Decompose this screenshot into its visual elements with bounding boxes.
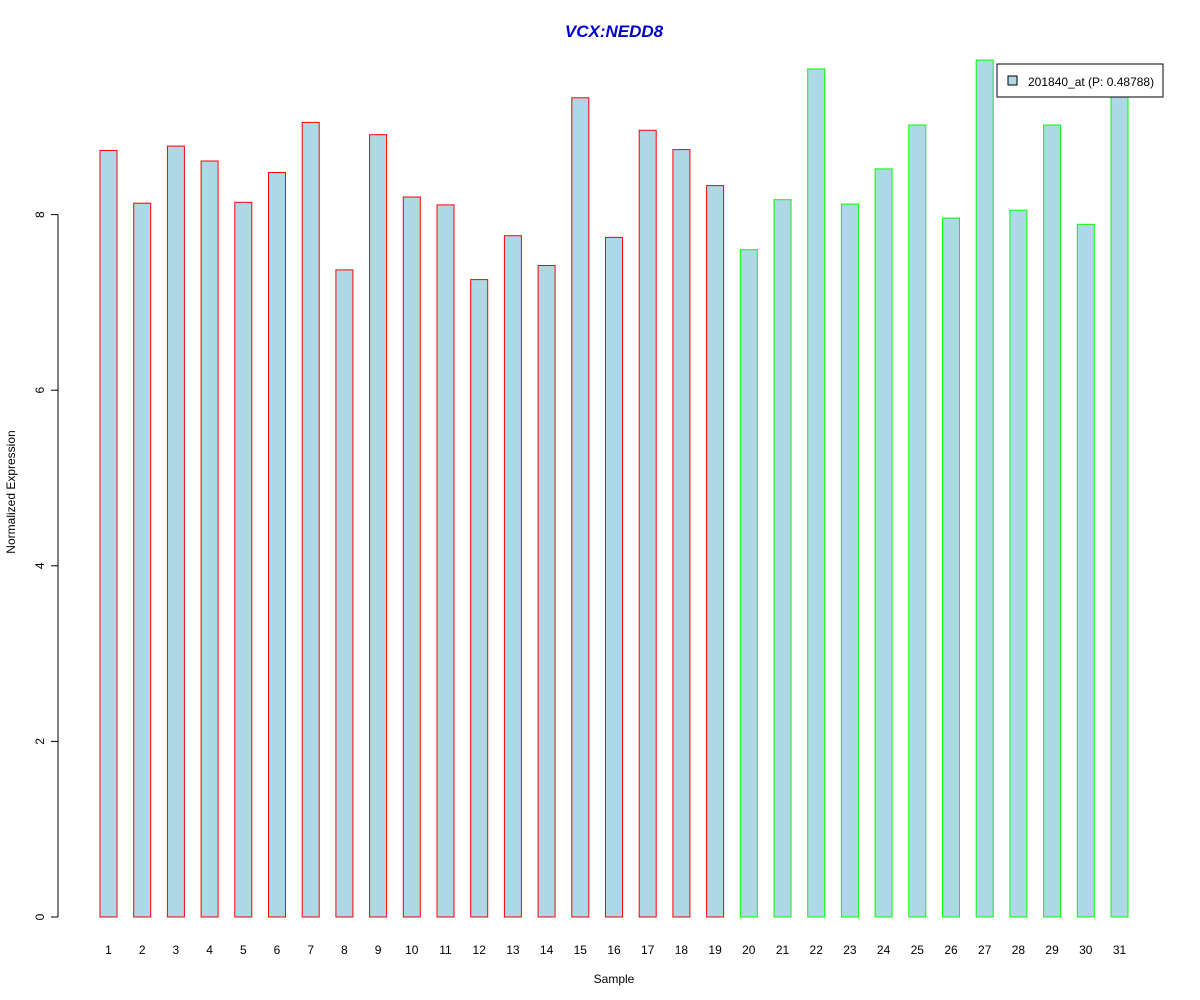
bar-sample-7	[301, 121, 320, 918]
bar-sample-24	[874, 168, 893, 918]
y-axis-label: Normalized Expression	[4, 430, 18, 553]
bar-sample-11	[436, 204, 455, 918]
bar-sample-28	[1009, 209, 1028, 918]
bar-sample-13	[503, 235, 522, 918]
legend-label: 201840_at (P: 0.48788)	[1028, 75, 1154, 89]
x-tick-label: 5	[240, 943, 247, 957]
x-tick-label: 23	[843, 943, 857, 957]
legend: 201840_at (P: 0.48788)	[996, 63, 1164, 98]
x-tick-label: 4	[206, 943, 213, 957]
bar-sample-25	[908, 124, 927, 918]
bar-sample-29	[1043, 124, 1062, 918]
bar-sample-5	[234, 201, 253, 918]
bar-sample-18	[672, 149, 691, 918]
bar-sample-8	[335, 269, 354, 918]
x-tick-label: 13	[506, 943, 520, 957]
x-tick-label: 24	[877, 943, 891, 957]
bar-sample-2	[133, 202, 152, 918]
bar-sample-15	[571, 97, 590, 918]
y-axis: 0 2 4 6 8	[33, 211, 59, 920]
bar-sample-12	[470, 279, 489, 918]
y-tick-label: 6	[33, 387, 47, 394]
x-axis-label: Sample	[594, 972, 635, 986]
x-tick-label: 7	[307, 943, 314, 957]
x-tick-label: 14	[540, 943, 554, 957]
y-tick-label: 0	[33, 913, 47, 920]
x-tick-label: 9	[375, 943, 382, 957]
legend-swatch	[1007, 75, 1018, 86]
bar-sample-27	[975, 59, 994, 918]
y-tick-label: 2	[33, 738, 47, 745]
bars	[99, 59, 1129, 918]
x-tick-label: 3	[173, 943, 180, 957]
bar-sample-23	[840, 203, 859, 918]
bar-sample-10	[402, 196, 421, 918]
bar-sample-14	[537, 265, 556, 918]
x-tick-label: 30	[1079, 943, 1093, 957]
x-tick-label: 25	[911, 943, 925, 957]
bar-sample-20	[739, 249, 758, 918]
bar-sample-31	[1110, 92, 1129, 918]
x-tick-label: 20	[742, 943, 756, 957]
x-tick-labels: 1 2 3 4 5 6 7 8 9 10 11 12 13 14 15 16 17 18 19 20 21 22 23 24 2…	[105, 943, 1126, 957]
x-tick-label: 28	[1012, 943, 1026, 957]
y-tick-label: 8	[33, 211, 47, 218]
x-tick-label: 21	[776, 943, 790, 957]
bar-sample-4	[200, 160, 219, 918]
x-tick-label: 6	[274, 943, 281, 957]
bar-sample-1	[99, 150, 118, 918]
x-tick-label: 12	[473, 943, 487, 957]
bar-sample-30	[1076, 223, 1095, 918]
x-tick-label: 27	[978, 943, 992, 957]
x-tick-label: 26	[944, 943, 958, 957]
x-tick-label: 19	[708, 943, 722, 957]
x-tick-label: 2	[139, 943, 146, 957]
bar-sample-21	[773, 199, 792, 918]
x-tick-label: 1	[105, 943, 112, 957]
x-tick-label: 31	[1113, 943, 1127, 957]
y-tick-label: 4	[33, 562, 47, 569]
bar-sample-9	[369, 134, 388, 918]
x-tick-label: 8	[341, 943, 348, 957]
legend-box	[996, 63, 1164, 98]
bar-sample-6	[268, 172, 286, 918]
chart-title: VCX:NEDD8	[565, 22, 664, 41]
x-tick-label: 22	[810, 943, 824, 957]
x-tick-label: 18	[675, 943, 689, 957]
x-tick-label: 29	[1045, 943, 1059, 957]
bar-sample-17	[638, 129, 657, 918]
x-tick-label: 15	[574, 943, 588, 957]
bar-sample-26	[942, 217, 960, 918]
bar-sample-19	[706, 185, 725, 918]
x-tick-label: 16	[607, 943, 621, 957]
x-tick-label: 10	[405, 943, 419, 957]
x-tick-label: 11	[439, 943, 452, 957]
bar-sample-3	[166, 145, 185, 918]
bar-sample-16	[605, 236, 623, 918]
x-tick-label: 17	[641, 943, 655, 957]
bar-sample-22	[807, 68, 826, 918]
